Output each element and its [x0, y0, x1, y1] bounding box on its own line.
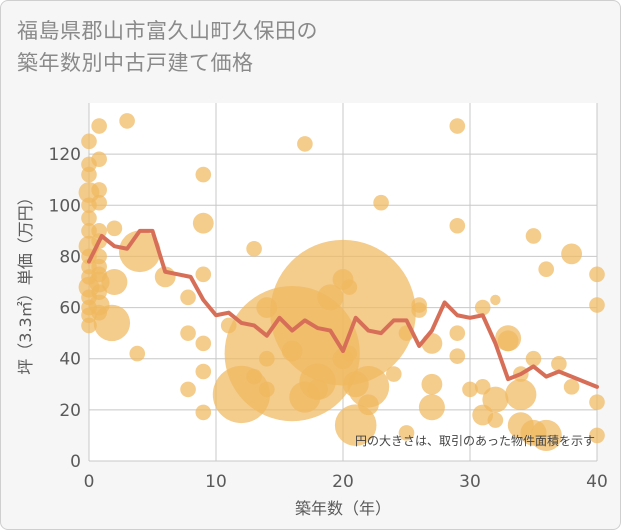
chart-title: 福島県郡山市富久山町久保田の 築年数別中古戸建て価格	[17, 15, 318, 79]
data-bubble	[520, 419, 547, 446]
data-bubble	[474, 379, 491, 395]
data-bubble	[490, 294, 501, 306]
x-tick-label: 30	[459, 472, 481, 492]
data-bubble	[497, 330, 519, 352]
data-bubble	[259, 381, 275, 398]
data-bubble	[525, 350, 542, 367]
data-bubble	[341, 279, 358, 295]
y-axis-label: 坪（3.3㎡）単価（万円）	[16, 189, 35, 374]
data-bubble	[398, 425, 415, 441]
data-bubble	[474, 299, 491, 316]
y-tick-label: 40	[59, 350, 81, 370]
data-bubble	[421, 373, 443, 395]
data-bubble	[195, 363, 212, 380]
y-tick-label: 60	[59, 299, 81, 319]
data-bubble	[91, 151, 107, 168]
axis-ticks: 0 20 40 60 80 100 120 0 10 20 30 40	[49, 145, 608, 492]
data-bubble	[317, 284, 344, 311]
data-bubble	[561, 243, 582, 265]
data-bubble	[342, 371, 369, 398]
title-line-2: 築年数別中古戸建て価格	[17, 51, 254, 75]
data-bubble	[449, 118, 466, 134]
x-axis-label: 築年数（年）	[295, 499, 391, 518]
data-bubble	[180, 381, 196, 398]
data-bubble	[81, 133, 97, 150]
x-tick-label: 0	[84, 472, 95, 492]
y-tick-label: 20	[59, 401, 81, 421]
title-line-1: 福島県郡山市富久山町久保田の	[17, 19, 318, 43]
data-bubble	[129, 345, 146, 362]
data-bubble	[195, 404, 212, 421]
data-bubble	[119, 113, 135, 129]
data-bubble	[487, 412, 504, 428]
data-bubble	[538, 261, 554, 278]
data-bubble	[259, 350, 275, 367]
data-bubble	[411, 302, 428, 318]
data-bubble	[297, 136, 313, 152]
data-bubble	[358, 394, 379, 416]
data-bubble	[421, 332, 443, 354]
data-bubble	[195, 166, 212, 183]
data-bubble	[195, 335, 212, 352]
data-bubble	[101, 269, 128, 295]
data-bubble	[81, 166, 97, 183]
data-bubble	[81, 317, 97, 334]
data-bubble	[525, 228, 542, 244]
average-price-line	[87, 228, 599, 389]
data-bubble	[119, 230, 161, 273]
data-bubble	[563, 379, 580, 395]
data-bubble	[91, 118, 107, 134]
data-bubble	[307, 379, 328, 400]
y-tick-label: 120	[49, 145, 81, 165]
data-bubble	[449, 348, 466, 364]
y-tick-label: 0	[70, 452, 81, 472]
data-bubble	[449, 217, 466, 234]
data-bubble	[589, 394, 605, 410]
data-bubble	[180, 289, 196, 306]
data-bubble	[462, 381, 478, 398]
data-bubble	[91, 266, 107, 283]
x-tick-label: 20	[332, 472, 354, 492]
data-bubble	[551, 356, 567, 372]
data-bubble	[505, 378, 537, 411]
data-bubble	[373, 194, 389, 211]
data-bubble	[386, 366, 402, 382]
data-bubble	[81, 210, 97, 226]
data-bubble	[91, 284, 107, 301]
data-bubble	[589, 297, 605, 313]
x-tick-label: 10	[205, 472, 227, 492]
data-bubble	[418, 394, 445, 421]
y-tick-label: 100	[49, 196, 81, 216]
data-bubble	[91, 182, 107, 198]
data-bubble	[220, 317, 237, 334]
data-bubble	[281, 340, 303, 362]
data-bubble	[449, 325, 466, 341]
data-bubble	[91, 194, 107, 211]
data-bubble	[482, 386, 509, 413]
data-bubble	[180, 325, 196, 341]
data-bubble	[256, 297, 278, 318]
data-bubble	[192, 212, 214, 234]
data-bubble	[589, 266, 605, 283]
data-bubble	[589, 427, 605, 444]
bubble-size-note: 円の大きさは、取引のあった物件面積を示す	[355, 433, 595, 448]
y-tick-label: 80	[59, 247, 81, 267]
data-bubble	[195, 266, 212, 283]
data-bubble	[246, 368, 262, 385]
data-bubble	[246, 240, 262, 257]
data-bubble	[91, 304, 107, 321]
data-bubble	[106, 220, 123, 237]
x-tick-label: 40	[586, 472, 608, 492]
